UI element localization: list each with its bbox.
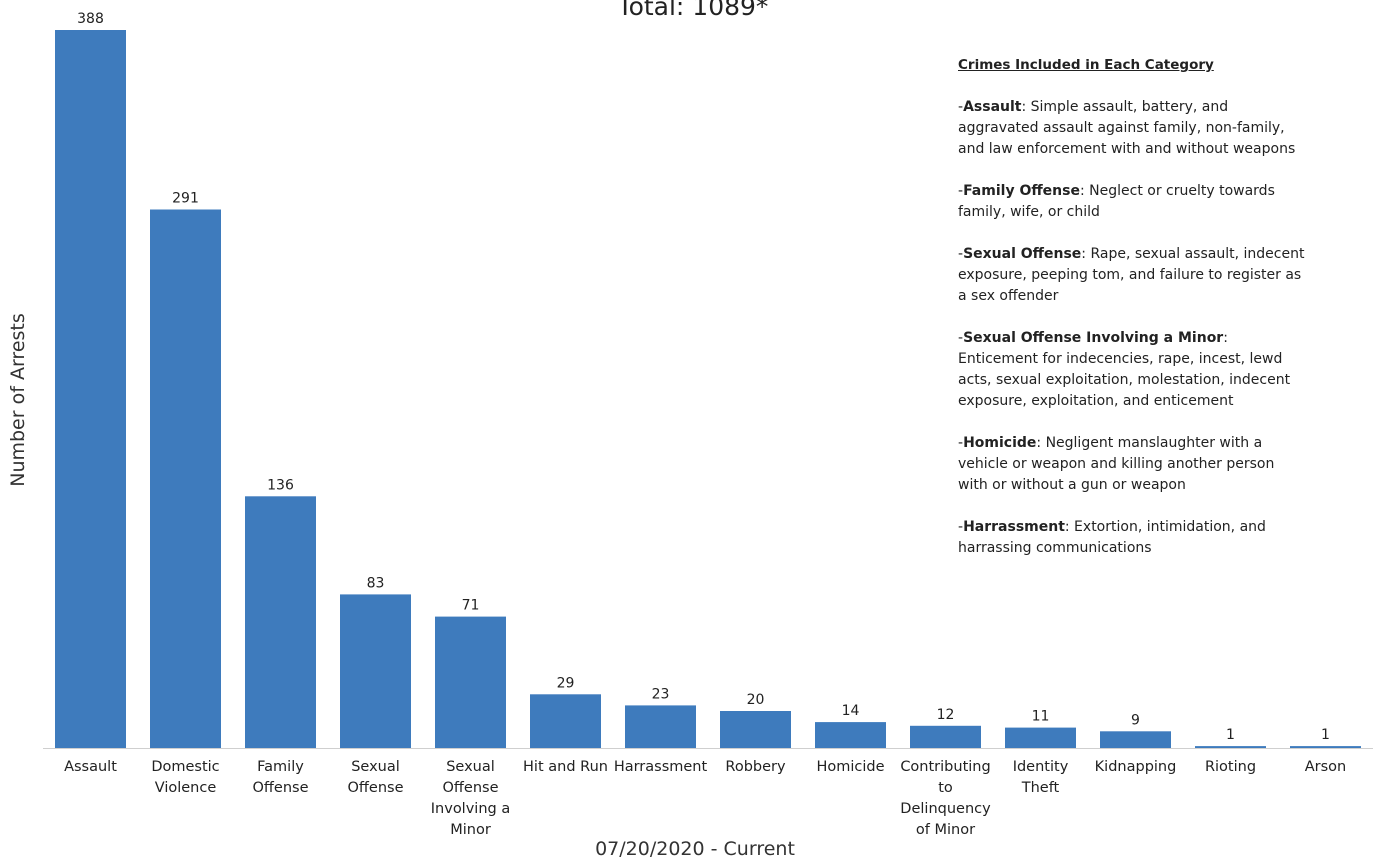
note-text: : Neglect or cruelty towards family, wif… xyxy=(958,183,1275,220)
data-label: 9 xyxy=(1131,712,1140,728)
data-label: 29 xyxy=(557,675,575,691)
note-text: : Extortion, intimidation, and harrassin… xyxy=(958,519,1266,556)
data-label: 12 xyxy=(937,707,955,723)
bar xyxy=(910,725,981,748)
bar xyxy=(150,209,221,748)
note-sexual-offense-minor: -Sexual Offense Involving a Minor: Entic… xyxy=(958,330,1291,409)
data-label: 83 xyxy=(367,575,385,591)
data-label: 1 xyxy=(1321,727,1330,743)
x-tick-label: Rioting xyxy=(1205,759,1256,775)
bar xyxy=(1195,746,1266,748)
bar xyxy=(1100,731,1171,748)
data-label: 291 xyxy=(172,191,199,207)
note-term: Family Offense xyxy=(963,183,1080,199)
note-family-offense: -Family Offense: Neglect or cruelty towa… xyxy=(958,183,1275,220)
x-tick-label: Homicide xyxy=(816,759,884,775)
bar xyxy=(245,496,316,748)
note-text: : Negligent manslaughter with a vehicle … xyxy=(958,435,1275,493)
note-harrassment: -Harrassment: Extortion, intimidation, a… xyxy=(958,519,1266,556)
x-tick-label: Robbery xyxy=(725,759,786,775)
x-tick-label: Hit and Run xyxy=(523,759,608,775)
x-tick-label: Arson xyxy=(1305,759,1347,775)
data-label: 1 xyxy=(1226,727,1235,743)
y-axis-title: Number of Arrests xyxy=(7,313,29,487)
note-text: : Rape, sexual assault, indecent exposur… xyxy=(958,246,1305,304)
data-label: 20 xyxy=(747,692,765,708)
page-title: Total: 1089* xyxy=(617,0,769,21)
x-tick-label: Sexual Offense Involving a Minor xyxy=(431,759,510,838)
x-tick-label: Kidnapping xyxy=(1095,759,1177,775)
note-term: Homicide xyxy=(963,435,1037,451)
notes-heading: Crimes Included in Each Category xyxy=(958,57,1214,73)
data-label: 23 xyxy=(652,686,670,702)
category-notes: Crimes Included in Each Category -Assaul… xyxy=(958,55,1308,580)
note-term: Assault xyxy=(963,99,1022,115)
x-tick-label: Contributing to Delinquency of Minor xyxy=(900,759,991,838)
data-label: 388 xyxy=(77,11,104,27)
x-tick-label: Family Offense xyxy=(253,759,309,796)
bar xyxy=(815,722,886,748)
note-assault: -Assault: Simple assault, battery, and a… xyxy=(958,99,1296,157)
note-term: Harrassment xyxy=(963,519,1065,535)
bar xyxy=(340,594,411,748)
bar xyxy=(1290,746,1361,748)
x-tick-label: Sexual Offense xyxy=(348,759,404,796)
bar xyxy=(530,694,601,748)
bar xyxy=(625,705,696,748)
bar xyxy=(55,30,126,748)
note-term: Sexual Offense xyxy=(963,246,1082,262)
data-label: 14 xyxy=(842,703,860,719)
note-text: : Enticement for indecencies, rape, ince… xyxy=(958,330,1291,409)
x-tick-label: Identity Theft xyxy=(1013,759,1069,796)
data-label: 11 xyxy=(1032,709,1050,725)
bar xyxy=(435,616,506,748)
data-label: 71 xyxy=(462,598,480,614)
x-tick-label: Assault xyxy=(64,759,117,775)
data-label: 136 xyxy=(267,477,294,493)
note-sexual-offense: -Sexual Offense: Rape, sexual assault, i… xyxy=(958,246,1305,304)
x-tick-label: Domestic Violence xyxy=(151,759,219,796)
bar xyxy=(1005,727,1076,748)
note-term: Sexual Offense Involving a Minor xyxy=(963,330,1224,346)
x-tick-label: Harrassment xyxy=(614,759,708,775)
bar xyxy=(720,711,791,748)
x-axis-title: 07/20/2020 - Current xyxy=(595,838,795,860)
note-text: : Simple assault, battery, and aggravate… xyxy=(958,99,1296,157)
note-homicide: -Homicide: Negligent manslaughter with a… xyxy=(958,435,1275,493)
